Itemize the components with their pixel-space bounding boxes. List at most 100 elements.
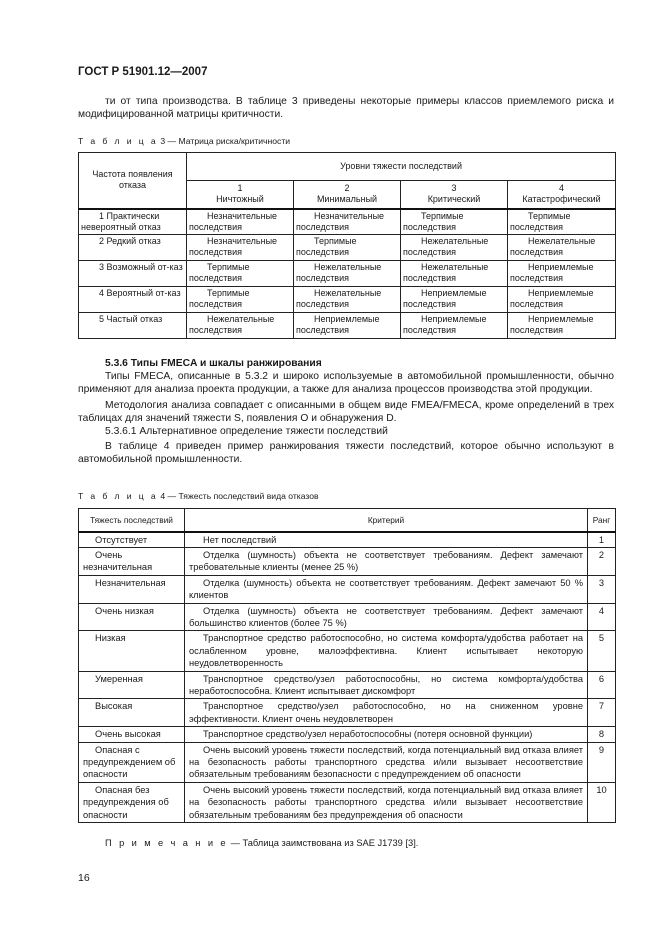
section-paragraph-2: Методология анализа совпадает с описанны… (78, 400, 614, 424)
severity-cell: Отсутствует (78, 531, 185, 548)
criterion-cell: Очень высокий уровень тяжести последстви… (184, 781, 588, 824)
consequence-cell: Нежелательные последствия (400, 260, 508, 287)
table3-caption-label: Т а б л и ц а (78, 136, 158, 146)
column-label: Критический (427, 194, 481, 205)
row-header: Частота появления отказа (78, 152, 187, 210)
table-row: Высокая Транспортное средство/узел работо… (78, 698, 616, 728)
consequence-cell: Незначительные последствия (293, 208, 401, 235)
consequence-cell: Неприемлемые последствия (400, 312, 508, 339)
table-row: Незначительная Отделка (шумность) объекта… (78, 574, 616, 604)
consequence-cell: Нежелательные последствия (293, 260, 401, 287)
criterion-cell: Транспортное средство/узел работоспособн… (184, 670, 588, 700)
consequence-cell: Неприемлемые последствия (506, 286, 617, 313)
column-number: 4 (559, 183, 565, 194)
document-header: ГОСТ Р 51901.12—2007 (78, 66, 208, 78)
note-label: П р и м е ч а н и е (105, 838, 228, 848)
consequence-cell: Нежелательные последствия (400, 234, 508, 261)
severity-cell: Низкая (78, 630, 185, 672)
column-label: Минимальный (316, 194, 378, 205)
table-row: Опасная без предупреждения об опасности О… (78, 781, 616, 824)
section-paragraph-3: В таблице 4 приведен пример ранжирования… (78, 441, 614, 465)
consequence-cell: Терпимые последствия (506, 208, 617, 235)
column-header: 3 Критический (400, 180, 508, 210)
section-5-3-6: 5.3.6 Типы FMECA и шкалы ранжирования Ти… (78, 357, 614, 466)
frequency-cell: 5 Частый отказ (78, 312, 187, 339)
table-row: Умеренная Транспортное средство/узел рабо… (78, 670, 616, 700)
subsection-heading: 5.3.6.1 Альтернативное определение тяжес… (105, 426, 388, 437)
table-row: 3 Возможный от-каз Терпимые последствия Не… (78, 260, 617, 287)
severity-table: Тяжесть последствий Критерий Ранг Отсутству… (78, 508, 616, 824)
severity-cell: Незначительная (78, 574, 185, 604)
rank-cell: 5 (587, 630, 616, 672)
severity-cell: Очень незначительная (78, 546, 185, 576)
consequence-cell: Неприемлемые последствия (506, 312, 617, 339)
column-label: Катастрофический (522, 194, 601, 205)
table-row: 4 Вероятный от-каз Терпимые последствия Не… (78, 286, 617, 313)
column-number: 1 (237, 183, 243, 194)
severity-cell: Высокая (78, 698, 185, 728)
table3-header-row: Частота появления отказа Уровни тяжести п… (78, 152, 617, 210)
consequence-cell: Незначительные последствия (186, 234, 294, 261)
table-row: Очень высокая Транспортное средство/узел … (78, 726, 616, 743)
risk-matrix-table: Частота появления отказа Уровни тяжести п… (78, 152, 617, 339)
consequence-cell: Терпимые последствия (186, 260, 294, 287)
consequence-cell: Нежелательные последствия (293, 286, 401, 313)
severity-cell: Очень низкая (78, 602, 185, 632)
column-header: Критерий (184, 508, 588, 533)
consequence-cell: Незначительные последствия (186, 208, 294, 235)
consequence-cell: Неприемлемые последствия (293, 312, 401, 339)
intro-paragraph: ти от типа производства. В таблице 3 при… (78, 96, 614, 120)
criterion-cell: Отделка (шумность) объекта не соответств… (184, 602, 588, 632)
rank-cell: 3 (587, 574, 616, 604)
severity-cell: Очень высокая (78, 726, 185, 743)
column-number: 3 (451, 183, 457, 194)
rank-cell: 6 (587, 670, 616, 700)
rank-cell: 1 (587, 531, 616, 548)
table4-caption: Т а б л и ц а 4 — Тяжесть последствий ви… (78, 491, 319, 501)
table-row: Отсутствует Нет последствий 1 (78, 531, 616, 548)
table-row: 5 Частый отказ Нежелательные последствия Н… (78, 312, 617, 339)
rank-cell: 10 (587, 781, 616, 824)
table3-caption-text: 3 — Матрица риска/критичности (160, 136, 291, 146)
table-row: 2 Редкий отказ Незначительные последствия… (78, 234, 617, 261)
table4-caption-text: 4 — Тяжесть последствий вида отказов (160, 491, 319, 501)
table-row: Очень низкая Отделка (шумность) объекта н… (78, 602, 616, 632)
column-header: Ранг (587, 508, 616, 533)
column-header: 4 Катастрофический (506, 180, 617, 210)
frequency-cell: 2 Редкий отказ (78, 234, 187, 261)
criterion-cell: Очень высокий уровень тяжести последстви… (184, 741, 588, 783)
severity-cell: Опасная с предупреждением об опасности (78, 741, 185, 783)
table-row: Опасная с предупреждением об опасности Оч… (78, 741, 616, 783)
criterion-cell: Транспортное средство работоспособно, но… (184, 630, 588, 672)
criterion-cell: Нет последствий (184, 531, 588, 548)
column-header: 2 Минимальный (293, 180, 401, 210)
column-label: Ничтожный (216, 194, 264, 205)
criterion-cell: Транспортное средство/узел неработоспосо… (184, 726, 588, 743)
severity-cell: Опасная без предупреждения об опасности (78, 781, 185, 824)
table4-header-row: Тяжесть последствий Критерий Ранг (78, 508, 616, 533)
rank-cell: 7 (587, 698, 616, 728)
note-text: — Таблица заимствована из SAE J1739 [3]. (230, 838, 419, 848)
consequence-cell: Неприемлемые последствия (506, 260, 617, 287)
criterion-cell: Отделка (шумность) объекта не соответств… (184, 574, 588, 604)
page-number: 16 (78, 872, 90, 884)
consequence-cell: Терпимые последствия (400, 208, 508, 235)
rank-cell: 2 (587, 546, 616, 576)
column-number: 2 (344, 183, 350, 194)
table4-caption-label: Т а б л и ц а (78, 491, 158, 501)
section-heading: 5.3.6 Типы FMECA и шкалы ранжирования (105, 358, 322, 369)
consequence-cell: Терпимые последствия (186, 286, 294, 313)
criterion-cell: Отделка (шумность) объекта не соответств… (184, 546, 588, 576)
rank-cell: 4 (587, 602, 616, 632)
consequence-cell: Нежелательные последствия (506, 234, 617, 261)
table-row: Очень незначительная Отделка (шумность) о… (78, 546, 616, 576)
consequence-cell: Неприемлемые последствия (400, 286, 508, 313)
frequency-cell: 4 Вероятный от-каз (78, 286, 187, 313)
criterion-cell: Транспортное средство/узел работоспособн… (184, 698, 588, 728)
rank-cell: 8 (587, 726, 616, 743)
table3-caption: Т а б л и ц а 3 — Матрица риска/критично… (78, 136, 290, 146)
table3-column-row: 1 Ничтожный 2 Минимальный 3 Критический 4 Катас… (79, 180, 617, 210)
column-header: Тяжесть последствий (78, 508, 185, 533)
consequence-cell: Терпимые последствия (293, 234, 401, 261)
